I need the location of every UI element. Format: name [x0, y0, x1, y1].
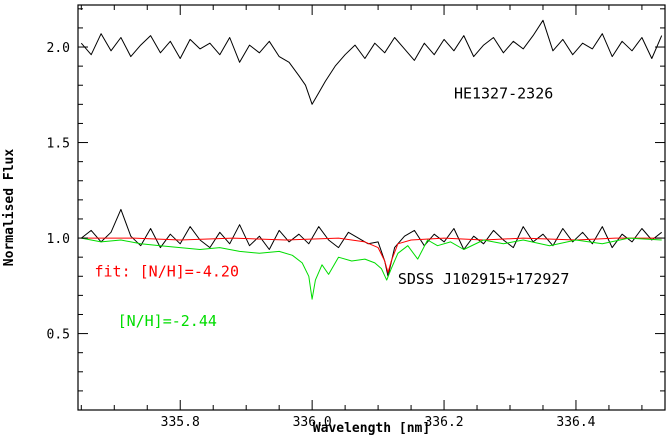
y-tick-label: 1.0: [47, 232, 70, 247]
series-line-4: [81, 237, 662, 300]
x-axis-label: Wavelength [nm]: [313, 421, 430, 436]
ticks-layer: 335.8 336.0 336.2 336.4 0.5 1.0 1.5 2.0: [47, 5, 665, 430]
series-layer: [80, 19, 663, 300]
x-tick-label: 335.8: [161, 415, 200, 430]
y-axis-label: Normalised Flux: [2, 149, 17, 267]
series-line-3: [81, 237, 662, 273]
x-tick-label: 336.2: [424, 415, 463, 430]
series-line-2: [80, 208, 663, 277]
y-tick-label: 0.5: [47, 328, 70, 343]
y-tick-label: 1.5: [47, 137, 70, 152]
x-tick-label: 336.4: [556, 415, 595, 430]
annotation-label: SDSS J102915+172927: [398, 270, 570, 288]
annotation-label: HE1327-2326: [454, 85, 553, 103]
annotation-label: fit: [N/H]=-4.20: [94, 262, 239, 280]
x-tick-label: 336.0: [293, 415, 332, 430]
annotation-layer: HE1327-2326 SDSS J102915+172927 fit: [N/H]…: [94, 85, 569, 330]
annotation-label: [N/H]=-2.44: [118, 312, 217, 330]
series-line-1: [80, 19, 663, 105]
y-tick-label: 2.0: [47, 41, 70, 56]
plot-frame: [77, 4, 666, 411]
